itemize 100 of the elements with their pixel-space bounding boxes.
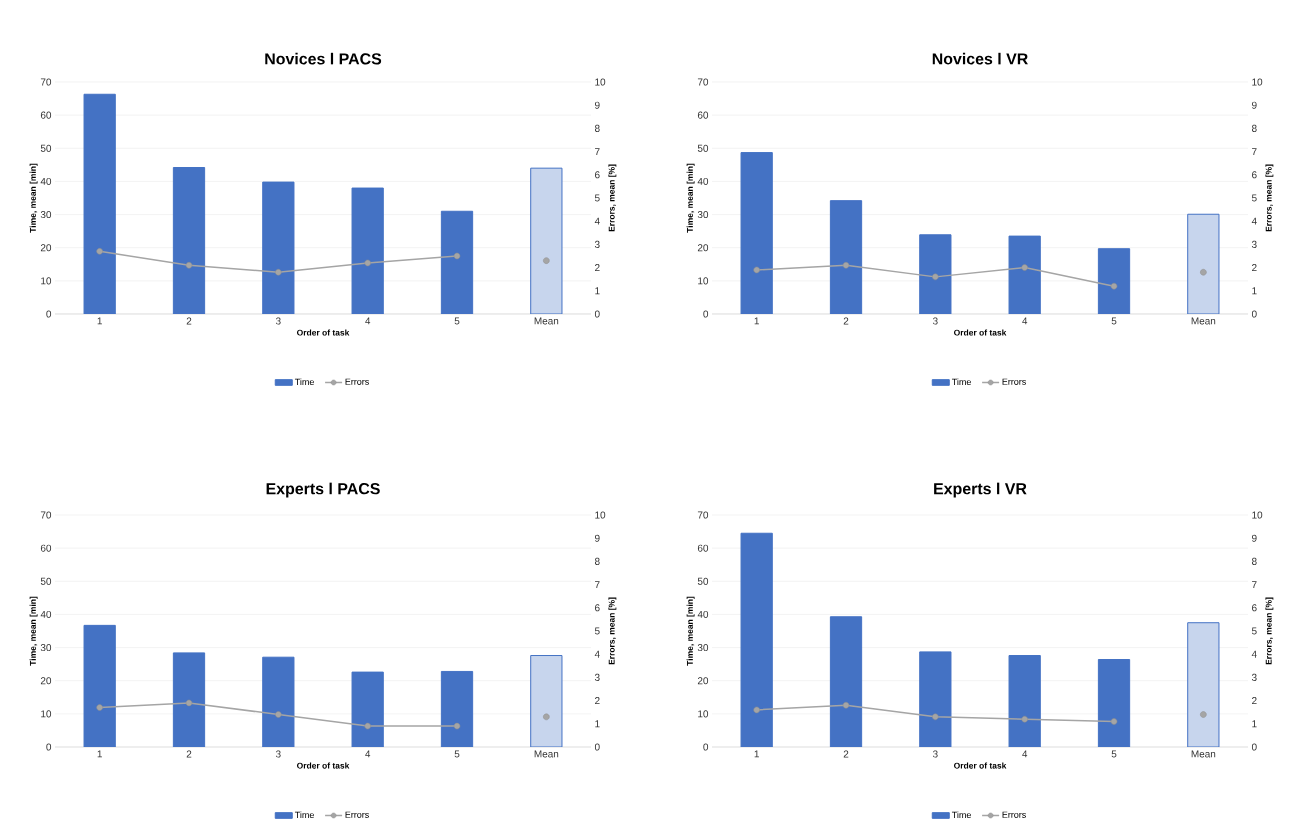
point bbox=[1200, 268, 1207, 276]
point bbox=[275, 268, 282, 276]
y2-tick-label: 8 bbox=[594, 124, 600, 132]
x-tick-label: 2 bbox=[843, 317, 849, 325]
y2-tick-label: 3 bbox=[1251, 240, 1257, 248]
y-tick-label: 30 bbox=[697, 211, 709, 219]
y-tick-label: 50 bbox=[697, 144, 709, 152]
y2-tick-label: 7 bbox=[595, 581, 600, 589]
y-tick-label: 60 bbox=[697, 544, 709, 552]
y-axis-title: Time, mean [min] bbox=[29, 596, 38, 666]
point bbox=[185, 262, 193, 269]
y-tick-label: 60 bbox=[40, 111, 52, 119]
x-tick-label: 5 bbox=[1111, 317, 1117, 325]
point bbox=[96, 704, 103, 711]
y2-tick-label: 6 bbox=[1252, 171, 1257, 179]
y2-axis-title: Errors, mean [%] bbox=[608, 597, 617, 665]
y2-tick-label: 10 bbox=[595, 511, 606, 519]
y-tick-label: 70 bbox=[697, 78, 709, 86]
y2-tick-label: 0 bbox=[594, 310, 600, 318]
y2-tick-label: 9 bbox=[1252, 534, 1257, 542]
y2-tick-label: 4 bbox=[594, 650, 600, 658]
x-tick-label: Mean bbox=[534, 317, 559, 325]
y2-tick-label: 10 bbox=[1252, 511, 1263, 519]
y-tick-label: 10 bbox=[698, 710, 709, 718]
y-tick-label: 0 bbox=[46, 310, 52, 318]
point bbox=[1110, 282, 1118, 290]
legend-label: Time bbox=[294, 378, 314, 386]
x-axis-title: Order of task bbox=[954, 762, 1007, 769]
point bbox=[185, 699, 193, 707]
point bbox=[753, 706, 760, 714]
x-tick-label: Mean bbox=[1191, 750, 1216, 758]
y-tick-label: 30 bbox=[697, 644, 709, 652]
x-axis-title: Order of task bbox=[954, 329, 1007, 336]
y-tick-label: 60 bbox=[697, 111, 709, 119]
x-tick-label: 1 bbox=[97, 317, 102, 325]
y-tick-label: 70 bbox=[697, 511, 709, 519]
y-tick-label: 40 bbox=[697, 610, 709, 618]
y2-tick-label: 0 bbox=[594, 743, 600, 751]
x-tick-label: 2 bbox=[186, 317, 192, 325]
x-tick-label: 5 bbox=[454, 317, 460, 325]
point bbox=[364, 722, 371, 730]
y2-tick-label: 0 bbox=[1251, 310, 1257, 318]
y2-tick-label: 7 bbox=[595, 148, 600, 156]
y-tick-label: 50 bbox=[697, 577, 709, 585]
y-tick-label: 50 bbox=[40, 577, 52, 585]
x-tick-label: Mean bbox=[1191, 317, 1216, 325]
point bbox=[275, 711, 282, 718]
x-tick-label: 2 bbox=[843, 750, 849, 758]
y2-tick-label: 6 bbox=[1252, 604, 1257, 612]
y-tick-label: 50 bbox=[40, 144, 52, 152]
x-axis-title: Order of task bbox=[296, 762, 350, 769]
y2-tick-label: 2 bbox=[595, 264, 600, 272]
y-tick-label: 40 bbox=[697, 177, 709, 185]
y2-axis-title: Errors, mean [%] bbox=[1265, 597, 1274, 665]
chart-title: Novices l PACS bbox=[265, 52, 382, 65]
point bbox=[842, 701, 850, 709]
y-axis-title: Time, mean [min] bbox=[686, 596, 695, 666]
y-tick-label: 70 bbox=[40, 511, 52, 519]
y-tick-label: 30 bbox=[40, 211, 52, 219]
point bbox=[932, 713, 939, 721]
x-tick-label: 4 bbox=[365, 317, 371, 325]
legend-label: Errors bbox=[345, 378, 369, 385]
y2-tick-label: 8 bbox=[1251, 557, 1257, 565]
y2-axis-title: Errors, mean [%] bbox=[608, 164, 617, 232]
chart-title: Novices l VR bbox=[932, 52, 1028, 65]
y2-tick-label: 5 bbox=[594, 194, 600, 202]
y-tick-label: 60 bbox=[40, 544, 52, 552]
point bbox=[453, 252, 461, 260]
legend-label: Errors bbox=[1002, 811, 1026, 818]
y-axis-title: Time, mean [min] bbox=[29, 163, 38, 233]
y2-tick-label: 9 bbox=[595, 534, 600, 542]
x-tick-label: 3 bbox=[932, 750, 938, 758]
y2-tick-label: 4 bbox=[1251, 650, 1257, 658]
y-tick-label: 10 bbox=[41, 277, 52, 285]
x-tick-label: 1 bbox=[97, 750, 102, 758]
chart-title: Experts l PACS bbox=[266, 482, 380, 498]
x-tick-label: 4 bbox=[365, 750, 371, 758]
y-tick-label: 20 bbox=[697, 244, 709, 252]
point bbox=[1110, 718, 1118, 725]
x-tick-label: 4 bbox=[1022, 317, 1028, 325]
y2-tick-label: 5 bbox=[1251, 627, 1257, 635]
y2-tick-label: 5 bbox=[594, 627, 600, 635]
x-tick-label: 4 bbox=[1022, 750, 1028, 758]
y2-tick-label: 6 bbox=[595, 604, 600, 612]
x-tick-label: 1 bbox=[754, 317, 759, 325]
y-tick-label: 20 bbox=[40, 677, 52, 685]
x-tick-label: 3 bbox=[275, 750, 281, 758]
x-tick-label: 5 bbox=[454, 750, 460, 758]
y-tick-label: 40 bbox=[40, 610, 52, 618]
x-tick-label: 3 bbox=[275, 317, 281, 325]
legend-label: Time bbox=[951, 378, 971, 386]
point bbox=[543, 713, 550, 721]
y2-tick-label: 1 bbox=[1252, 287, 1257, 295]
y-tick-label: 10 bbox=[41, 710, 52, 718]
y2-tick-label: 6 bbox=[595, 171, 600, 179]
point bbox=[1021, 264, 1028, 271]
y2-tick-label: 1 bbox=[595, 720, 600, 728]
y-tick-label: 20 bbox=[40, 244, 52, 252]
point bbox=[842, 262, 850, 269]
x-axis-title: Order of task bbox=[296, 329, 350, 336]
